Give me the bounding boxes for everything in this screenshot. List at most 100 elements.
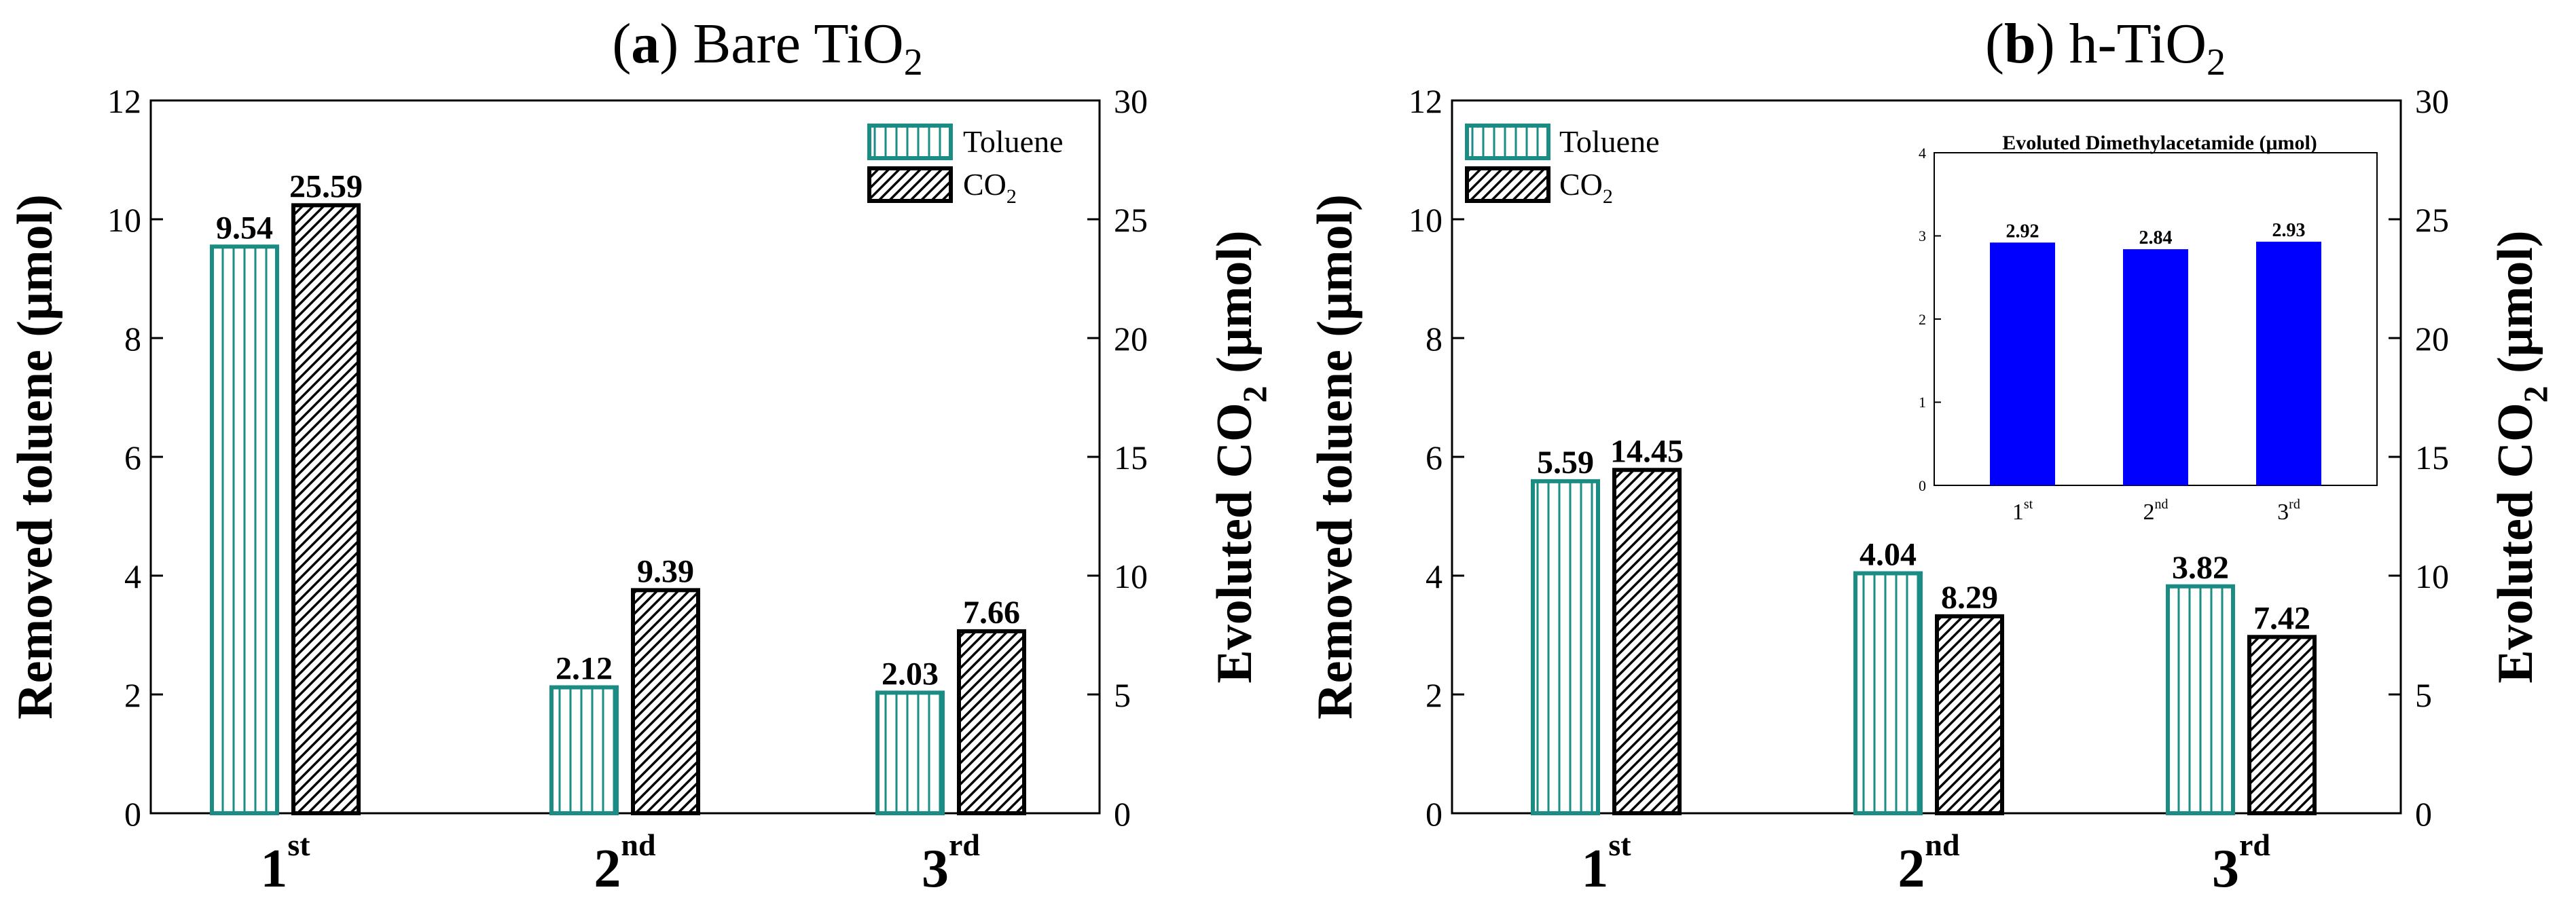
inset-category-sup: rd: [2289, 497, 2300, 512]
inset-ytick-label: 4: [1919, 145, 1926, 162]
inset-category-sup: st: [2024, 497, 2033, 512]
panel-a-legend-co2-base: CO: [963, 167, 1006, 202]
panel-a-bar-co2: [631, 588, 700, 815]
panel-b-y2label-base: Evoluted CO: [2488, 403, 2543, 683]
inset-category-base: 2: [2143, 500, 2155, 525]
panel-b-y2label-tail: (μmol): [2488, 230, 2543, 386]
panel-b-y2tick-label: 5: [2415, 676, 2432, 714]
panel-a-y2tick-label: 5: [1114, 676, 1131, 714]
panel-a-ylabel: Removed toluene (μmol): [7, 194, 63, 720]
panel-a-data-label-co2: 7.66: [963, 595, 1020, 631]
panel-a-y2tick-label: 0: [1114, 795, 1131, 833]
panel-b-data-label-toluene: 5.59: [1537, 445, 1594, 481]
panel-b-ytick-label: 8: [1426, 320, 1443, 358]
panel-a-bar-co2: [957, 629, 1026, 816]
panel-a-bar-toluene: [210, 244, 279, 815]
panel-b-bar-toluene: [1531, 479, 1600, 815]
panel-b-category-sup: st: [1608, 828, 1631, 862]
panel-a-categories: 1st 2nd 3rd: [260, 828, 980, 899]
panel-b-y2tick-label: 10: [2415, 557, 2449, 595]
panel-a-bar-toluene: [549, 685, 619, 815]
panel-b-ylabel: Removed toluene (μmol): [1307, 194, 1363, 720]
panel-a-category-base: 1: [260, 839, 287, 899]
panel-b-ytick: 0: [1426, 795, 1464, 833]
panel-a-y2label: Evoluted CO2 (μmol): [1207, 230, 1273, 683]
panel-b-ytick-label: 10: [1409, 201, 1443, 239]
panel-a-ytick-label: 12: [107, 82, 141, 120]
inset-category-label: 3rd: [2277, 497, 2300, 525]
panel-a-y2tick: 5: [1087, 676, 1131, 714]
inset-title: Evoluted Dimethylacetamide (μmol): [2002, 132, 2317, 154]
panel-a-y2tick-label: 30: [1114, 82, 1148, 120]
inset-ytick: 1: [1919, 394, 1941, 411]
panel-a-data-label-co2: 25.59: [289, 168, 363, 204]
panel-b-title-letter: b: [2004, 12, 2036, 75]
inset-ytick-label: 1: [1919, 394, 1926, 411]
panel-a-ytick: 6: [124, 439, 163, 477]
panel-a-legend-swatch-toluene: [867, 124, 953, 160]
panel-b-y2tick-label: 30: [2415, 82, 2449, 120]
panel-a-y2tick: 0: [1087, 795, 1131, 833]
panel-b-data-label-co2: 14.45: [1610, 433, 1684, 469]
panel-b-categories: 1st 2nd 3rd: [1581, 828, 2270, 899]
panel-b-legend-co2-sub: 2: [1603, 185, 1613, 208]
panel-a-category-sup: nd: [621, 828, 656, 862]
panel-b-title: (b) h-TiO2: [1985, 12, 2226, 83]
panel-a-ytick-label: 0: [124, 795, 141, 833]
panel-b-inset: Evoluted Dimethylacetamide (μmol) 0 1 2 …: [1895, 122, 2385, 529]
inset-category-sup: nd: [2155, 497, 2169, 512]
panel-b-y2tick-label: 15: [2415, 439, 2449, 477]
inset-bar: [2123, 249, 2188, 485]
panel-a-ytick: 0: [124, 795, 163, 833]
panel-a-category-label: 1st: [260, 828, 310, 899]
inset-bar: [1990, 242, 2055, 485]
panel-a-y2tick-label: 20: [1114, 320, 1148, 358]
panel-b-y2tick-label: 25: [2415, 201, 2449, 239]
inset-ytick: 2: [1919, 311, 1941, 328]
panel-b-ytick: 4: [1426, 557, 1464, 595]
panel-a-bar-toluene: [875, 690, 945, 815]
panel-b-y2tick: 5: [2389, 676, 2432, 714]
panel-b-ytick: 10: [1409, 201, 1464, 239]
panel-a-category-sup: rd: [949, 828, 980, 862]
panel-b-y2tick: 30: [2389, 82, 2449, 120]
panel-a-ytick: 10: [107, 201, 163, 239]
panel-b-y2tick-label: 0: [2415, 795, 2432, 833]
panel-a-ytick-label: 2: [124, 676, 141, 714]
panel-a-y2tick-label: 15: [1114, 439, 1148, 477]
panel-b-ytick-label: 0: [1426, 795, 1443, 833]
inset-data-label: 2.92: [2006, 221, 2039, 242]
panel-b-ytick: 12: [1409, 82, 1464, 120]
panel-b-legend-label-toluene: Toluene: [1559, 124, 1660, 159]
inset-category-label: 1st: [2012, 497, 2033, 525]
panel-b-ytick: 6: [1426, 439, 1464, 477]
panel-b-y2tick: 20: [2389, 320, 2449, 358]
inset-data-label: 2.93: [2272, 220, 2306, 241]
panel-b-ytick-label: 12: [1409, 82, 1443, 120]
panel-b-y2tick: 15: [2389, 439, 2449, 477]
panel-a-data-label-toluene: 2.12: [556, 651, 613, 687]
panel-b-data-label-co2: 7.42: [2253, 600, 2310, 636]
panel-a-ytick: 4: [124, 557, 163, 595]
panel-b-category-label: 1st: [1581, 828, 1631, 899]
panel-a-category-sup: st: [287, 828, 310, 862]
panel-b-y2tick-label: 20: [2415, 320, 2449, 358]
panel-a-legend-label-toluene: Toluene: [963, 124, 1064, 159]
panel-a-ytick-label: 6: [124, 439, 141, 477]
panel-b-category-base: 2: [1898, 839, 1925, 899]
panel-a-ytick: 12: [107, 82, 163, 120]
panel-b-ytick-label: 6: [1426, 439, 1443, 477]
panel-a-ytick-label: 10: [107, 201, 141, 239]
panel-a-category-base: 2: [594, 839, 621, 899]
panel-b-y2label-sub: 2: [2516, 386, 2554, 403]
panel-b-y2tick: 0: [2389, 795, 2432, 833]
inset-category-label: 2nd: [2143, 497, 2169, 525]
panel-b-legend-swatch-co2: [1465, 166, 1550, 203]
panel-b-category-sup: nd: [1925, 828, 1960, 862]
panel-b-bars: 5.59 14.45 4.04 8.29 3.82 7.42: [1531, 433, 2317, 815]
panel-a-y2tick: 10: [1087, 557, 1148, 595]
inset-categories: 1st 2nd 3rd: [2012, 497, 2300, 525]
panel-b: (b) h-TiO2 0 2 4 6 8 10 12 0 5 10 15 20 …: [1307, 12, 2554, 899]
panel-a-y2label-tail: (μmol): [1207, 230, 1263, 386]
